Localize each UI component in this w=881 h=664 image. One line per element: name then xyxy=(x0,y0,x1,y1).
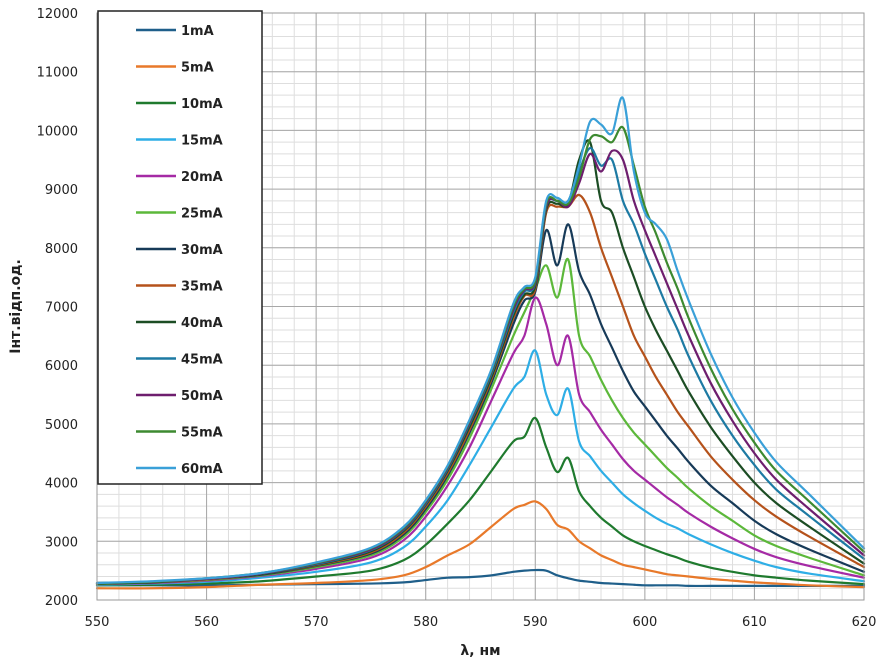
x-tick-labels: 550 560 570 580 590 600 610 620 xyxy=(85,615,877,630)
x-tick-label: 560 xyxy=(194,615,219,630)
y-tick-label: 5000 xyxy=(45,418,78,433)
series-line-60mA xyxy=(95,96,866,585)
y-tick-label: 9000 xyxy=(45,183,78,198)
legend-label: 25mA xyxy=(181,207,223,222)
y-tick-label: 4000 xyxy=(45,477,78,492)
legend-label: 40mA xyxy=(181,316,223,331)
legend-label: 35mA xyxy=(181,280,223,295)
y-tick-label: 3000 xyxy=(45,535,78,550)
series-lines xyxy=(95,96,866,590)
legend-label: 30mA xyxy=(181,243,223,258)
series-line-15mA xyxy=(95,349,866,586)
legend-label: 60mA xyxy=(181,462,223,477)
legend-box xyxy=(97,10,263,485)
legend-label: 20mA xyxy=(181,170,223,185)
x-tick-label: 590 xyxy=(523,615,548,630)
plot-frame xyxy=(96,12,865,601)
legend-label: 5mA xyxy=(181,61,214,76)
legend-label: 45mA xyxy=(181,353,223,368)
x-tick-label: 600 xyxy=(632,615,657,630)
y-tick-label: 2000 xyxy=(45,594,78,609)
x-tick-label: 610 xyxy=(742,615,767,630)
x-tick-label: 550 xyxy=(85,615,110,630)
y-tick-label: 8000 xyxy=(45,242,78,257)
series-line-1mA xyxy=(95,568,866,588)
legend-label: 10mA xyxy=(181,97,223,112)
x-tick-label: 570 xyxy=(304,615,329,630)
y-axis-title: Інт.відп.од. xyxy=(8,259,24,354)
legend-label: 50mA xyxy=(181,389,223,404)
series-line-50mA xyxy=(95,149,866,585)
y-tick-label: 6000 xyxy=(45,359,78,374)
series-line-10mA xyxy=(95,416,866,587)
y-tick-label: 12000 xyxy=(37,7,78,22)
legend-label: 55mA xyxy=(181,426,223,441)
legend: 1mA 5mA 10mA 15mA 20mA 25mA 30mA 35mA 40mA 45mA 50… xyxy=(97,10,263,485)
legend-label: 15mA xyxy=(181,134,223,149)
series-line-5mA xyxy=(95,500,866,590)
series-line-30mA xyxy=(95,223,866,585)
x-axis-title: λ, нм xyxy=(460,643,500,659)
y-tick-label: 7000 xyxy=(45,301,78,316)
y-tick-labels: 2000 3000 4000 5000 6000 7000 8000 9000 10000 110… xyxy=(37,7,78,609)
legend-label: 1mA xyxy=(181,24,214,39)
y-tick-label: 11000 xyxy=(37,66,78,81)
x-tick-label: 620 xyxy=(852,615,877,630)
y-tick-label: 10000 xyxy=(37,124,78,139)
series-line-25mA xyxy=(95,258,866,586)
series-line-20mA xyxy=(95,296,866,586)
x-tick-label: 580 xyxy=(413,615,438,630)
